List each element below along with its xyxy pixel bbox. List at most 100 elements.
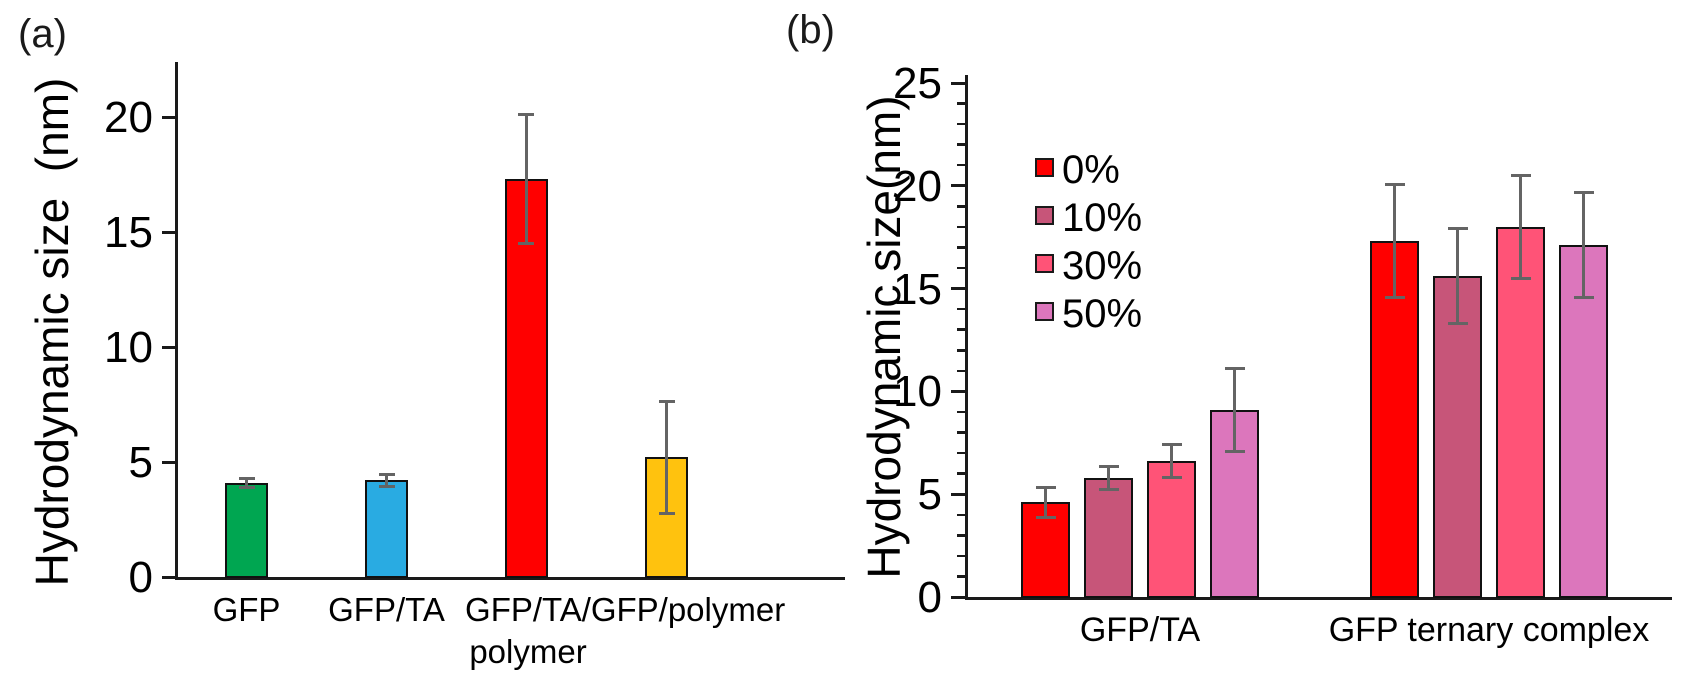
y-axis-minor-tick <box>956 246 965 249</box>
error-bar <box>1456 228 1459 324</box>
y-axis-tick <box>950 184 965 188</box>
y-axis-minor-tick <box>956 513 965 516</box>
y-axis-tick-label: 5 <box>917 470 942 520</box>
error-bar-cap-top <box>238 476 255 480</box>
y-axis-tick-label: 25 <box>893 59 942 108</box>
y-axis-tick-label: 15 <box>893 264 942 314</box>
y-axis-minor-tick <box>956 431 965 434</box>
bar-GFP-ternary-complex-50% <box>1559 245 1608 598</box>
error-bar <box>1233 368 1236 452</box>
y-axis-minor-tick <box>956 307 965 311</box>
x-axis-category-label: GFP/TA/ polymer <box>465 591 591 671</box>
y-axis-tick-label: 15 <box>104 208 153 257</box>
y-axis-minor-tick <box>956 554 965 558</box>
legend-swatch-30% <box>1035 254 1054 273</box>
legend-swatch-50% <box>1035 302 1054 321</box>
y-axis-minor-tick <box>956 451 965 455</box>
x-axis-group-label: GFP/TA <box>1079 611 1201 649</box>
error-bar <box>1170 444 1173 478</box>
y-axis-tick-label: 10 <box>104 323 153 372</box>
y-axis-minor-tick <box>956 122 965 126</box>
legend-label-10%: 10% <box>1062 196 1143 240</box>
y-axis-tick-label: 10 <box>893 367 942 417</box>
error-bar-cap-top <box>1447 227 1468 231</box>
error-bar-cap-bottom <box>1224 449 1245 453</box>
y-axis-line <box>174 62 178 580</box>
y-axis-minor-tick <box>956 575 965 578</box>
error-bar-cap-bottom <box>1510 276 1531 280</box>
error-bar-cap-bottom <box>378 484 395 488</box>
y-axis-line <box>964 75 968 600</box>
y-axis-minor-tick <box>956 328 965 331</box>
y-axis-tick <box>950 595 965 599</box>
error-bar <box>1519 175 1522 279</box>
error-bar-cap-top <box>1035 485 1056 489</box>
error-bar-cap-bottom <box>1573 296 1594 300</box>
legend-label-0%: 0% <box>1062 148 1120 192</box>
error-bar-cap-top <box>518 113 534 117</box>
error-bar-cap-top <box>1098 464 1119 468</box>
error-bar-cap-top <box>1224 367 1245 371</box>
y-axis-minor-tick <box>956 102 965 105</box>
error-bar <box>1393 184 1396 298</box>
error-bar-cap-top <box>1161 443 1182 447</box>
y-axis-tick-label: 0 <box>128 553 153 602</box>
legend-swatch-0% <box>1035 158 1054 177</box>
y-axis-tick-label: 20 <box>893 161 942 211</box>
error-bar <box>1582 192 1585 298</box>
error-bar-cap-top <box>658 399 675 403</box>
y-axis-minor-tick <box>956 143 965 146</box>
panel-a-label: (a) <box>18 12 67 56</box>
bar-GFP-ternary-complex-0% <box>1370 241 1419 598</box>
y-axis-minor-tick <box>956 266 965 270</box>
error-bar <box>524 114 528 244</box>
x-axis-line <box>964 597 1672 600</box>
error-bar-cap-bottom <box>1161 476 1182 480</box>
y-axis-tick <box>161 230 175 234</box>
y-axis-tick <box>161 575 175 579</box>
y-axis-tick <box>161 345 175 349</box>
bar-GFP-ternary-complex-30% <box>1496 226 1545 598</box>
error-bar-cap-top <box>378 473 395 477</box>
y-axis-tick <box>950 287 965 291</box>
error-bar <box>1107 466 1110 490</box>
panel-b-y-axis-title: Hydrodynamic size(nm) <box>858 95 910 579</box>
error-bar <box>1044 487 1047 518</box>
error-bar-cap-bottom <box>658 512 675 516</box>
y-axis-minor-tick <box>956 225 965 229</box>
bar-GFP <box>225 482 268 578</box>
error-bar-cap-bottom <box>1384 296 1405 300</box>
y-axis-minor-tick <box>956 163 965 167</box>
error-bar <box>245 478 248 488</box>
y-axis-minor-tick <box>956 472 965 475</box>
error-bar <box>385 474 388 487</box>
y-axis-minor-tick <box>956 349 965 352</box>
y-axis-tick <box>161 115 175 119</box>
x-axis-category-label: GFP <box>212 591 281 628</box>
panel-b-label: (b) <box>786 8 835 52</box>
error-bar-cap-top <box>1573 191 1594 195</box>
y-axis-minor-tick <box>956 369 965 373</box>
error-bar-cap-top <box>1510 174 1531 178</box>
error-bar-cap-bottom <box>518 242 534 245</box>
bar-GFP/TA-30% <box>1147 461 1196 598</box>
error-bar-cap-bottom <box>238 485 255 489</box>
y-axis-tick <box>161 460 175 464</box>
y-axis-tick-label: 0 <box>917 573 942 622</box>
y-axis-tick-label: 20 <box>104 93 153 142</box>
bar-GFP-ternary-complex-10% <box>1433 276 1482 598</box>
y-axis-minor-tick <box>956 205 965 208</box>
legend-label-30%: 30% <box>1062 244 1143 288</box>
x-axis-line <box>174 577 845 580</box>
y-axis-minor-tick <box>956 534 965 537</box>
error-bar-cap-bottom <box>1098 487 1119 491</box>
x-axis-group-label: GFP ternary complex <box>1328 611 1650 649</box>
legend-label-50%: 50% <box>1062 292 1143 336</box>
legend-swatch-10% <box>1035 206 1054 225</box>
y-axis-tick-label: 5 <box>128 438 153 487</box>
bar-GFP/TA-10% <box>1084 477 1133 598</box>
y-axis-tick <box>950 389 965 393</box>
error-bar <box>665 401 668 514</box>
y-axis-tick <box>950 492 965 496</box>
bar-GFP/TA <box>365 480 408 578</box>
